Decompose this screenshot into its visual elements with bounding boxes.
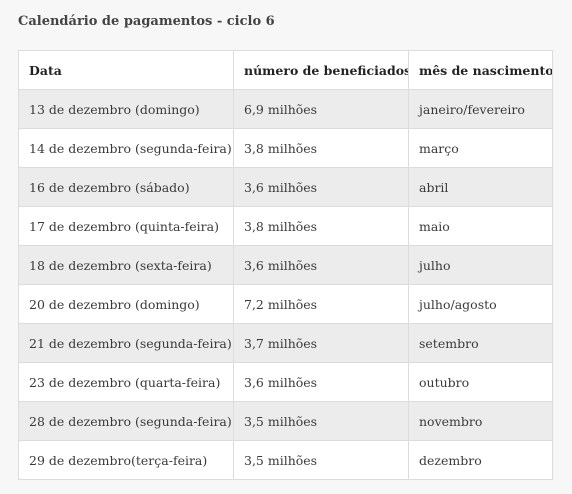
cell-birth-month: dezembro [408, 440, 553, 480]
table-row: 20 de dezembro (domingo) 7,2 milhões jul… [18, 284, 553, 324]
cell-birth-month: julho/agosto [408, 284, 553, 324]
cell-date: 29 de dezembro(terça-feira) [18, 440, 234, 480]
table-row: 14 de dezembro (segunda-feira) 3,8 milhõ… [18, 128, 553, 168]
cell-date: 21 de dezembro (segunda-feira) [18, 323, 234, 363]
table-row: 13 de dezembro (domingo) 6,9 milhões jan… [18, 89, 553, 129]
cell-date: 13 de dezembro (domingo) [18, 89, 234, 129]
header-birth-month: mês de nascimento [408, 50, 553, 90]
cell-beneficiaries: 3,8 milhões [233, 206, 409, 246]
cell-birth-month: março [408, 128, 553, 168]
cell-beneficiaries: 3,7 milhões [233, 323, 409, 363]
cell-date: 16 de dezembro (sábado) [18, 167, 234, 207]
table-row: 29 de dezembro(terça-feira) 3,5 milhões … [18, 440, 553, 480]
table-header-row: Data número de beneficiados mês de nasci… [18, 50, 553, 90]
table-row: 28 de dezembro (segunda-feira) 3,5 milhõ… [18, 401, 553, 441]
cell-birth-month: abril [408, 167, 553, 207]
cell-date: 28 de dezembro (segunda-feira) [18, 401, 234, 441]
header-beneficiaries: número de beneficiados [233, 50, 409, 90]
cell-date: 20 de dezembro (domingo) [18, 284, 234, 324]
cell-date: 17 de dezembro (quinta-feira) [18, 206, 234, 246]
cell-birth-month: novembro [408, 401, 553, 441]
table-row: 21 de dezembro (segunda-feira) 3,7 milhõ… [18, 323, 553, 363]
payment-calendar-table: Data número de beneficiados mês de nasci… [18, 50, 553, 480]
cell-beneficiaries: 7,2 milhões [233, 284, 409, 324]
cell-birth-month: setembro [408, 323, 553, 363]
cell-beneficiaries: 3,6 milhões [233, 167, 409, 207]
cell-beneficiaries: 3,6 milhões [233, 362, 409, 402]
cell-birth-month: maio [408, 206, 553, 246]
cell-date: 23 de dezembro (quarta-feira) [18, 362, 234, 402]
table-caption: Calendário de pagamentos - ciclo 6 [18, 14, 275, 29]
cell-birth-month: julho [408, 245, 553, 285]
table-row: 18 de dezembro (sexta-feira) 3,6 milhões… [18, 245, 553, 285]
cell-beneficiaries: 3,8 milhões [233, 128, 409, 168]
table-row: 16 de dezembro (sábado) 3,6 milhões abri… [18, 167, 553, 207]
cell-beneficiaries: 3,6 milhões [233, 245, 409, 285]
cell-beneficiaries: 3,5 milhões [233, 401, 409, 441]
cell-birth-month: janeiro/fevereiro [408, 89, 553, 129]
cell-date: 14 de dezembro (segunda-feira) [18, 128, 234, 168]
cell-beneficiaries: 3,5 milhões [233, 440, 409, 480]
cell-date: 18 de dezembro (sexta-feira) [18, 245, 234, 285]
cell-beneficiaries: 6,9 milhões [233, 89, 409, 129]
cell-birth-month: outubro [408, 362, 553, 402]
table-row: 17 de dezembro (quinta-feira) 3,8 milhõe… [18, 206, 553, 246]
header-date: Data [18, 50, 234, 90]
table-row: 23 de dezembro (quarta-feira) 3,6 milhõe… [18, 362, 553, 402]
